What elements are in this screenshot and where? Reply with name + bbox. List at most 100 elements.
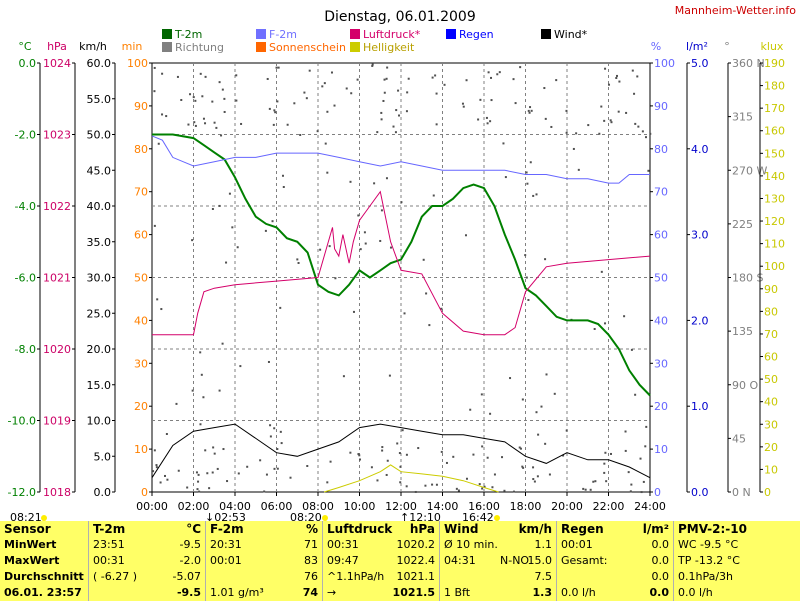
wind-direction-dot (544, 117, 547, 120)
wind-direction-dot (592, 480, 595, 483)
wind-direction-dot (385, 77, 388, 80)
wind-direction-dot (432, 194, 435, 197)
wind-direction-dot (272, 123, 275, 126)
axis-tick-label: -6.0 (15, 272, 36, 285)
wind-direction-dot (405, 110, 408, 113)
stats-unit-f2m: % (305, 522, 318, 536)
wind-direction-dot (220, 134, 223, 137)
wind-direction-dot (532, 478, 535, 481)
wind-direction-dot (604, 322, 607, 325)
stats-value: 0.0 l/h (678, 586, 713, 599)
wind-direction-dot (582, 487, 585, 490)
wind-direction-dot (321, 85, 324, 88)
wind-direction-dot (631, 69, 634, 72)
axis-tick-label: 90 (654, 100, 668, 113)
stats-value: -9.5 (179, 538, 201, 551)
stats-value: 83 (304, 554, 318, 567)
grid (152, 63, 650, 492)
wind-direction-dot (333, 104, 336, 107)
wind-direction-dot (477, 118, 480, 121)
wind-direction-dot (521, 465, 524, 468)
wind-direction-dot (326, 481, 329, 484)
stats-value: 1.01 g/m³ (210, 586, 264, 599)
stats-value: ( -6.27 ) (93, 570, 138, 583)
wind-direction-dot (396, 442, 399, 445)
wind-direction-dot (553, 392, 556, 395)
wind-direction-dot (277, 66, 280, 69)
stats-unit-t2m: °C (186, 522, 201, 536)
wind-direction-dot (527, 298, 530, 301)
wind-direction-dot (319, 248, 322, 251)
stats-value: 23:51 (93, 538, 125, 551)
wind-direction-dot (493, 473, 496, 476)
axis-tick-label: 45 (732, 432, 746, 445)
axis-tick-label: 55.0 (87, 93, 112, 106)
wind-direction-dot (496, 73, 499, 76)
axis-tick-label: 45.0 (87, 164, 112, 177)
x-tick-label: 00:00 (136, 500, 168, 513)
stats-label-max: MaxWert (4, 554, 60, 567)
wind-direction-dot (644, 136, 647, 139)
wind-direction-dot (380, 111, 383, 114)
wind-direction-dot (259, 459, 262, 462)
axis-tick-label: 360 N (732, 57, 765, 70)
wind-direction-dot (399, 465, 402, 468)
axis-tick-label: 80 (134, 143, 148, 156)
x-tick-label: 10:00 (344, 500, 376, 513)
wind-direction-dot (487, 71, 490, 74)
wind-direction-dot (199, 423, 202, 426)
legend-swatch-richtung (162, 42, 172, 52)
wind-direction-dot (286, 123, 289, 126)
wind-direction-dot (218, 389, 221, 392)
axis-tick-label: 80 (764, 305, 778, 318)
wind-direction-dot (604, 67, 607, 70)
wind-direction-dot (206, 472, 209, 475)
wind-direction-dot (407, 77, 410, 80)
brand-link[interactable]: Mannheim-Wetter.info (675, 4, 797, 17)
wind-direction-dot (352, 310, 355, 313)
wind-direction-dot (536, 475, 539, 478)
stats-value: 1.1 (534, 538, 553, 551)
wind-direction-dot (373, 182, 376, 185)
wind-direction-dot (535, 411, 538, 414)
wind-direction-dot (634, 393, 637, 396)
axis-tick-label: 1023 (43, 129, 71, 142)
wind-direction-dot (452, 455, 455, 458)
wind-direction-dot (422, 258, 425, 261)
wind-direction-dot (191, 239, 194, 242)
axis-tick-label: 20.0 (87, 343, 112, 356)
wind-direction-dot (435, 483, 438, 486)
wind-direction-dot (211, 208, 214, 211)
x-tick-label: 12:00 (385, 500, 417, 513)
axis-tick-label: 25.0 (87, 307, 112, 320)
wind-direction-dot (382, 99, 385, 102)
wind-direction-dot (615, 77, 618, 80)
stats-col-regen: Regen l/m² 00:01 0.0 Gesamt: 0.0 0.0 0.0 l/… (557, 521, 674, 601)
wind-direction-dot (376, 479, 379, 482)
wind-direction-dot (465, 477, 468, 480)
wind-direction-dot (529, 161, 532, 164)
wind-direction-dot (197, 473, 200, 476)
wind-direction-dot (435, 92, 438, 95)
axis-tick-label: 70 (134, 186, 148, 199)
wind-direction-dot (334, 277, 337, 280)
wind-direction-dot (524, 254, 527, 257)
axis-unit-label: km/h (79, 40, 107, 53)
axis-tick-label: 40 (764, 396, 778, 409)
wind-direction-dot (425, 292, 428, 295)
axis-tick-label: 120 (764, 215, 785, 228)
wind-direction-dot (406, 91, 409, 94)
wind-direction-dot (153, 90, 156, 93)
wind-direction-dot (202, 117, 205, 120)
axis-tick-label: 170 (764, 102, 785, 115)
axis-tick-label: 0.0 (19, 57, 37, 70)
stats-header-regen: Regen (561, 522, 604, 536)
axis-unit-label: l/m² (686, 40, 708, 53)
stats-panel: Sensor MinWert MaxWert Durchschnitt 06.0… (0, 521, 800, 601)
wind-direction-dot (297, 261, 300, 264)
wind-direction-dot (236, 246, 239, 249)
stats-value: 1022.4 (396, 554, 436, 567)
axis-tick-label: 100 (764, 260, 785, 273)
stats-col-luftdruck: Luftdruck hPa 00:31 1020.2 09:47 1022.4 ^1.… (323, 521, 440, 601)
axis-unit-label: klux (761, 40, 784, 53)
